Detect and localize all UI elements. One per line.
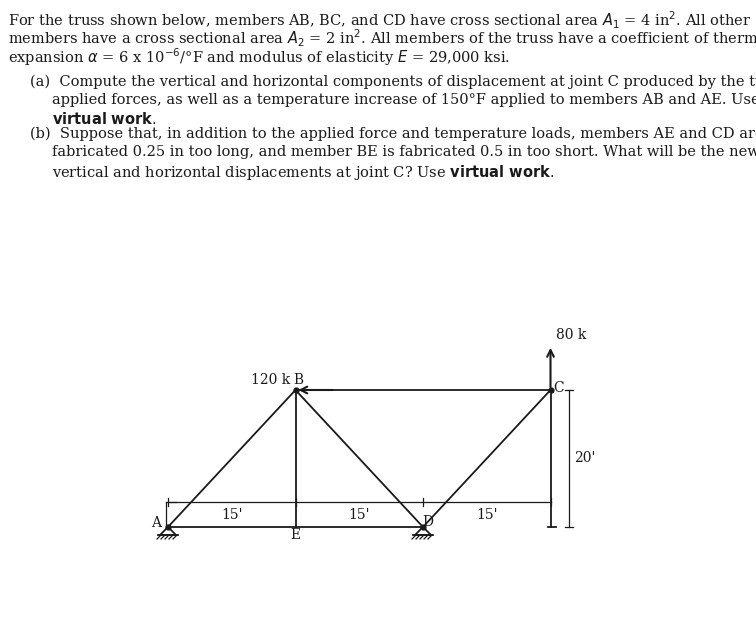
Text: fabricated 0.25 in too long, and member BE is fabricated 0.5 in too short. What : fabricated 0.25 in too long, and member … bbox=[52, 145, 756, 159]
Text: For the truss shown below, members AB, BC, and CD have cross sectional area $A_1: For the truss shown below, members AB, B… bbox=[8, 10, 751, 32]
Text: 80 k: 80 k bbox=[556, 328, 586, 342]
Text: A: A bbox=[151, 516, 161, 530]
Text: vertical and horizontal displacements at joint C? Use $\mathbf{virtual\ work}$.: vertical and horizontal displacements at… bbox=[52, 163, 554, 182]
Text: (a)  Compute the vertical and horizontal components of displacement at joint C p: (a) Compute the vertical and horizontal … bbox=[30, 75, 756, 90]
Text: 20': 20' bbox=[575, 452, 596, 465]
Text: 15': 15' bbox=[476, 508, 497, 522]
Text: 15': 15' bbox=[221, 508, 243, 522]
Text: applied forces, as well as a temperature increase of 150°F applied to members AB: applied forces, as well as a temperature… bbox=[52, 93, 756, 107]
Text: C: C bbox=[553, 381, 564, 395]
Text: E: E bbox=[290, 528, 301, 542]
Text: (b)  Suppose that, in addition to the applied force and temperature loads, membe: (b) Suppose that, in addition to the app… bbox=[30, 127, 756, 142]
Text: $\mathbf{virtual\ work}$.: $\mathbf{virtual\ work}$. bbox=[52, 111, 156, 127]
Text: 15': 15' bbox=[349, 508, 370, 522]
Text: D: D bbox=[423, 515, 433, 529]
Text: members have a cross sectional area $A_2$ = 2 in$^2$. All members of the truss h: members have a cross sectional area $A_2… bbox=[8, 28, 756, 49]
Text: expansion $\alpha$ = 6 x 10$^{-6}$/°F and modulus of elasticity $E$ = 29,000 ksi: expansion $\alpha$ = 6 x 10$^{-6}$/°F an… bbox=[8, 46, 510, 68]
Text: B: B bbox=[293, 373, 304, 387]
Text: 120 k: 120 k bbox=[251, 373, 290, 387]
